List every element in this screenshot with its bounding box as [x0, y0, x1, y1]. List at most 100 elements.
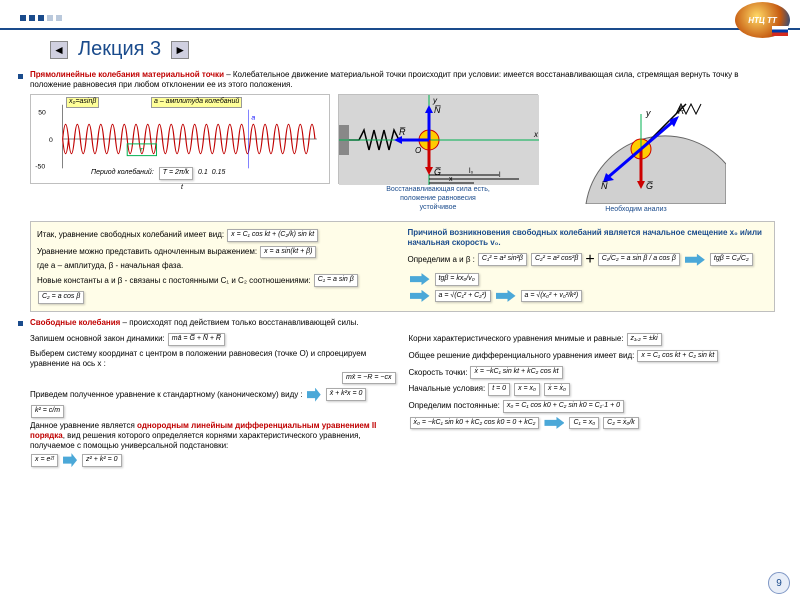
top-bar: НТЦ ТТ	[0, 0, 800, 30]
free-oscillation: Свободные колебания – происходят под дей…	[30, 318, 775, 328]
prev-button[interactable]: ◄	[50, 41, 68, 59]
svg-text:R̅: R̅	[678, 106, 685, 116]
arrow-icon	[307, 388, 321, 402]
gear-caption: Необходим анализ	[546, 206, 726, 215]
arrow-icon	[410, 273, 430, 285]
beq-l4a: x = eᶻᵗ	[31, 454, 58, 467]
beq-r5d: C₂ = ẋ₀/k	[603, 417, 639, 430]
wave-x0-label: x₀=asinβ	[66, 97, 99, 108]
bottom-left: Запишем основной закон динамики: mā = G̅…	[30, 330, 397, 470]
wave-xtick2: 0.15	[212, 169, 226, 178]
arrow-icon	[496, 290, 516, 302]
gear-figure: G̅ N̅ R̅ y Необходим анализ	[546, 94, 726, 215]
eq5a: C₁/C₂ = a sin β / a cos β	[598, 253, 680, 266]
beq-l3a: ẍ + k²x = 0	[326, 388, 367, 401]
page-number: 9	[768, 572, 790, 594]
beq-r2: x = C₁ cos kt + C₂ sin kt	[637, 350, 718, 363]
br5: Определим постоянные:	[409, 401, 500, 411]
beq-l3b: k² = c/m	[31, 405, 64, 418]
arrow-icon	[685, 254, 705, 266]
bullet-icon	[18, 321, 23, 326]
eq7: tgβ = kx₀/v₀	[435, 273, 479, 286]
eq2: x = a sin(kt + β)	[260, 246, 316, 259]
free-rest: – происходят под действием только восста…	[120, 318, 358, 327]
lecture-header: ◄ Лекция 3 ►	[50, 38, 189, 61]
main-content: Прямолинейные колебания материальной точ…	[30, 70, 775, 470]
svg-text:0: 0	[49, 137, 53, 144]
svg-text:N̅: N̅	[601, 181, 608, 191]
mid-line3: Новые константы a и β - связаны с постоя…	[37, 276, 311, 286]
free-bold: Свободные колебания	[30, 318, 120, 327]
intro-bold: Прямолинейные колебания материальной точ…	[30, 70, 224, 79]
decor-dots	[20, 15, 62, 21]
arrow-icon	[544, 417, 564, 429]
br4: Начальные условия:	[409, 384, 486, 394]
logo-text: НТЦ ТТ	[748, 16, 777, 25]
beq-l2: mẍ = −R = −cx	[342, 372, 396, 385]
logo: НТЦ ТТ	[735, 2, 790, 38]
figures-row: 50 -50 0 T a x₀=asinβ a – амплитуда коле…	[30, 94, 775, 215]
eq6: tgβ = C₁/C₂	[710, 253, 753, 266]
eq4a: C₁² = a² sin²β	[478, 253, 527, 266]
beq-r5b: ẋ₀ = −kC₁ sin k0 + kC₂ cos k0 = 0 + kC₂	[410, 417, 540, 430]
eq8: a = √(C₁² + C₂²)	[435, 290, 491, 303]
br1: Корни характеристического уравнения мним…	[409, 334, 624, 344]
svg-text:R̅: R̅	[399, 127, 406, 137]
intro-text: Прямолинейные колебания материальной точ…	[30, 70, 775, 90]
spring-caption: Восстанавливающая сила есть, положение р…	[338, 186, 538, 212]
gear-diagram: G̅ N̅ R̅ y	[546, 94, 726, 204]
svg-text:O: O	[415, 146, 421, 155]
wave-amp-label: a – амплитуда колебаний	[151, 97, 242, 108]
beq-r5c: C₁ = x₀	[569, 417, 599, 430]
wave-ytick-bot: -50	[35, 163, 45, 170]
beq-r4b: x = x₀	[514, 383, 540, 396]
svg-text:N̅: N̅	[434, 105, 441, 115]
bl4: Данное уравнение является	[30, 421, 135, 430]
beq-r5a: x₀ = C₁ cos k0 + C₂ sin k0 = C₁·1 + 0	[503, 400, 624, 413]
wave-period-eq: T = 2π/k	[159, 167, 193, 180]
beq-r1: z₁,₂ = ±ki	[627, 333, 662, 346]
wave-xtick1: 0.1	[198, 169, 208, 178]
beq-l1: mā = G̅ + N̅ + R̅	[168, 333, 225, 346]
eq3a: C₁ = a sin β	[314, 274, 358, 287]
mid-line1: Итак, уравнение свободных колебаний имее…	[37, 230, 224, 240]
spring-figure: N̅ R̅ G̅ x y O x l l₀ Восстанавливающая …	[338, 94, 538, 215]
bullet-icon	[18, 74, 23, 79]
bl4-wrap: Данное уравнение является однородным лин…	[30, 421, 397, 451]
arrow-icon	[410, 290, 430, 302]
br2: Общее решение дифференциального уравнени…	[409, 351, 635, 361]
svg-text:l₀: l₀	[469, 168, 474, 175]
bl1: Запишем основной закон динамики:	[30, 334, 165, 344]
gear-svg: G̅ N̅ R̅ y	[546, 94, 726, 204]
mid-line2b: где a – амплитуда, β - начальная фаза.	[37, 261, 183, 271]
br3: Скорость точки:	[409, 368, 468, 378]
wave-period-label: Период колебаний:	[91, 169, 154, 178]
eq3b: C₂ = a cos β	[38, 291, 84, 304]
bottom-right: Корни характеристического уравнения мним…	[409, 330, 776, 470]
mid-cause: Причиной возникновения свободных колебан…	[408, 228, 769, 248]
bl4-rest: , вид решения которого определяется корн…	[30, 431, 361, 450]
bl2: Выберем систему координат с центром в по…	[30, 349, 397, 369]
mid-line2: Уравнение можно представить одночленным …	[37, 247, 257, 257]
bl3: Приведем полученное уравнение к стандарт…	[30, 390, 303, 400]
beq-r4c: ẋ = ẋ₀	[544, 383, 570, 396]
next-button[interactable]: ►	[171, 41, 189, 59]
wave-figure: 50 -50 0 T a x₀=asinβ a – амплитуда коле…	[30, 94, 330, 215]
bottom-section: Свободные колебания – происходят под дей…	[30, 318, 775, 470]
svg-text:y: y	[645, 108, 651, 118]
top-divider	[0, 28, 800, 30]
eq1: x = C₁ cos kt + (C₂/k) sin kt	[227, 229, 318, 242]
wave-chart: 50 -50 0 T a x₀=asinβ a – амплитуда коле…	[30, 94, 330, 184]
wave-period-row: Период колебаний: T = 2π/k 0.1 0.15	[91, 166, 225, 181]
beq-l4b: z² + k² = 0	[82, 454, 122, 467]
spring-diagram: N̅ R̅ G̅ x y O x l l₀	[338, 94, 538, 184]
arrow-icon	[63, 453, 77, 467]
lecture-title: Лекция 3	[78, 38, 161, 61]
det-label: Определим a и β :	[408, 255, 475, 265]
beq-r3: ẋ = −kC₁ sin kt + kC₂ cos kt	[470, 366, 562, 379]
derivation-right: Причиной возникновения свободных колебан…	[408, 226, 769, 307]
derivation-left: Итак, уравнение свободных колебаний имее…	[37, 226, 398, 307]
wave-ytick-top: 50	[38, 110, 46, 117]
derivation-box: Итак, уравнение свободных колебаний имее…	[30, 221, 775, 312]
wave-axis-t: t	[181, 184, 183, 193]
